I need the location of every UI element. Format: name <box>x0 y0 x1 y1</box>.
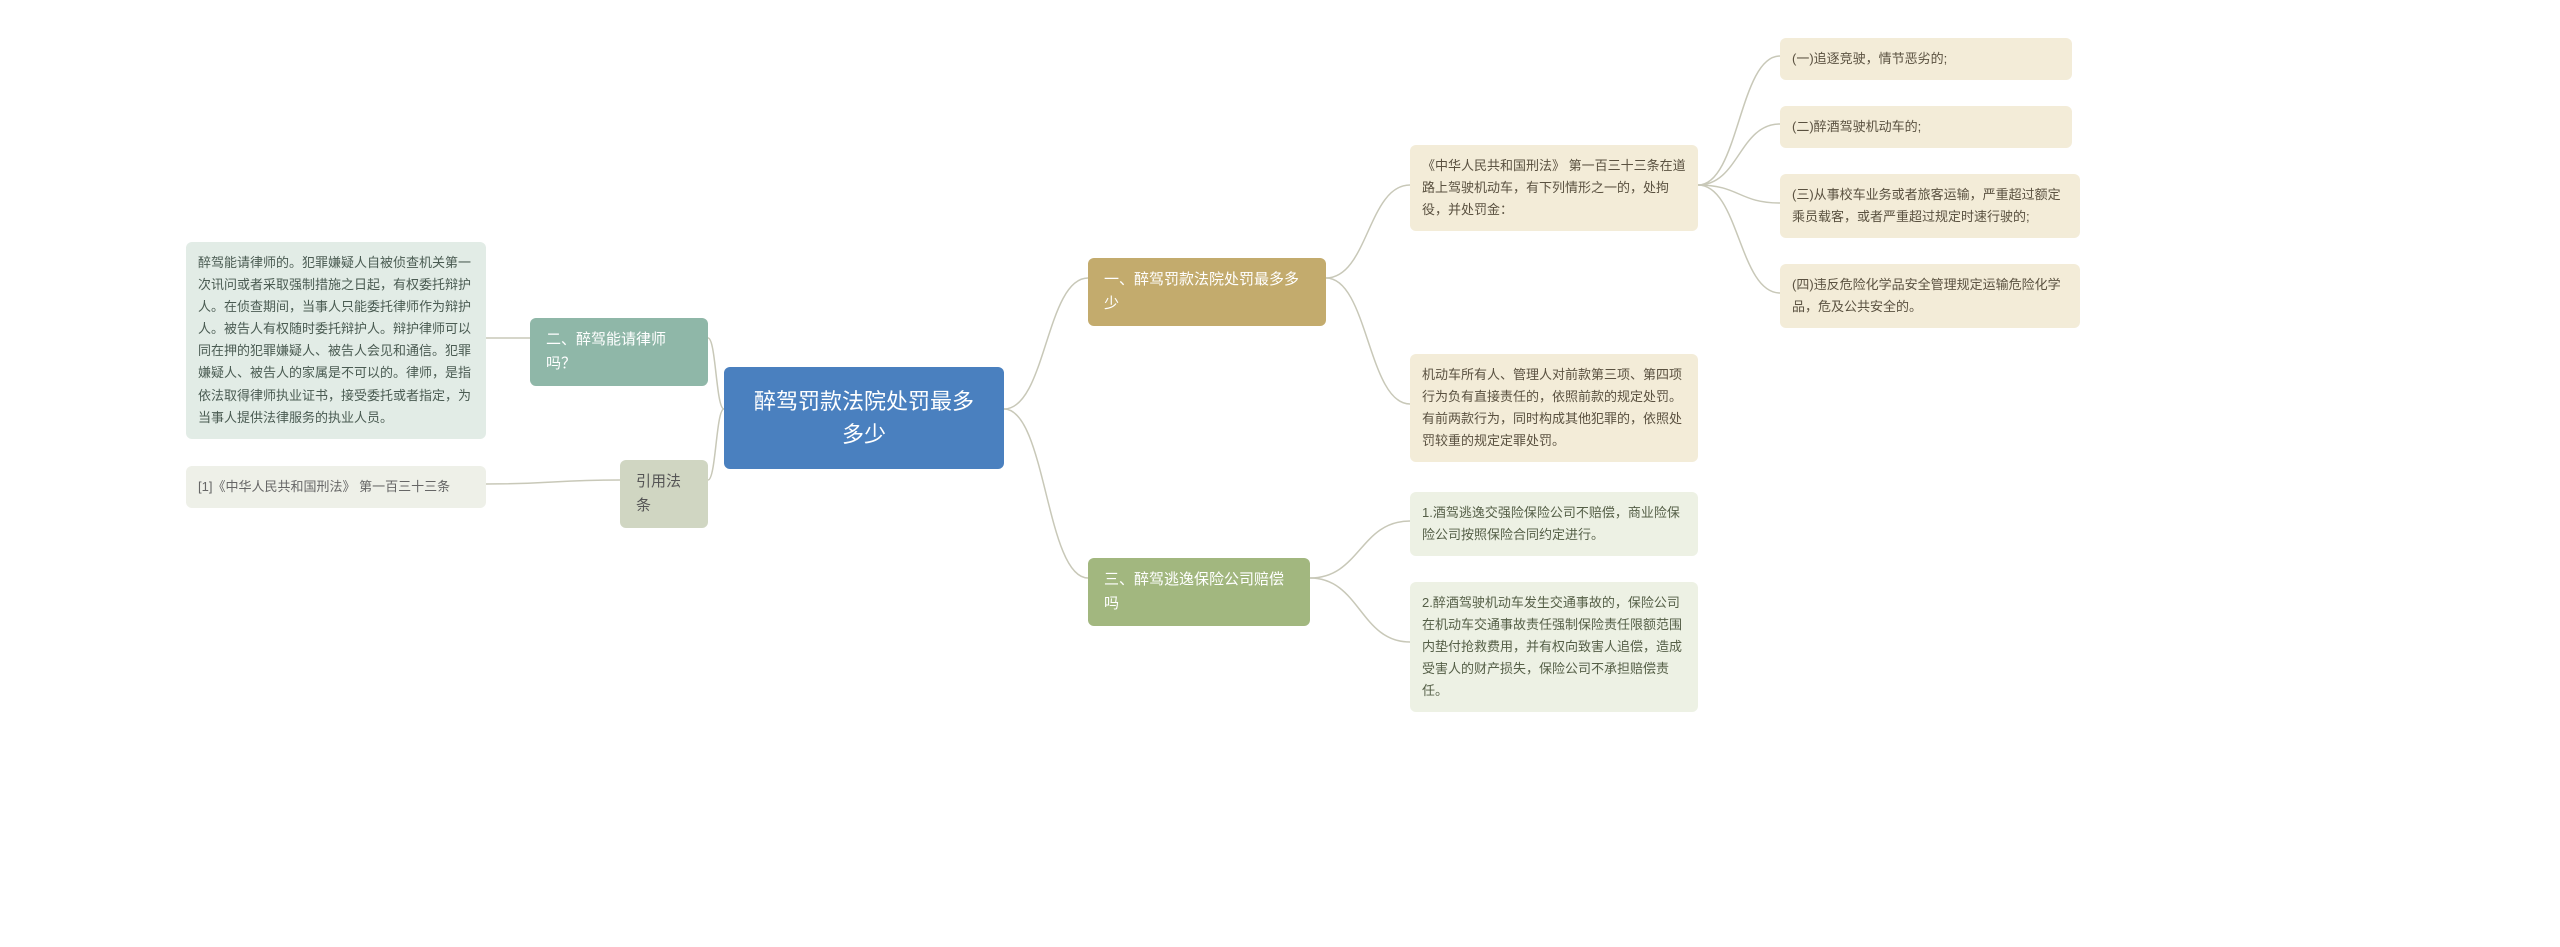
branch-b3: 二、醉驾能请律师吗？ <box>530 318 708 386</box>
branch-b2: 三、醉驾逃逸保险公司赔偿吗 <box>1088 558 1310 626</box>
leaf-b1c1c: (三)从事校车业务或者旅客运输，严重超过额定乘员载客，或者严重超过规定时速行驶的… <box>1780 174 2080 238</box>
branch-b1: 一、醉驾罚款法院处罚最多多少 <box>1088 258 1326 326</box>
leaf-b1c1b: (二)醉酒驾驶机动车的; <box>1780 106 2072 148</box>
leaf-b2c2: 2.醉酒驾驶机动车发生交通事故的，保险公司在机动车交通事故责任强制保险责任限额范… <box>1410 582 1698 712</box>
leaf-b2c1: 1.酒驾逃逸交强险保险公司不赔偿，商业险保险公司按照保险合同约定进行。 <box>1410 492 1698 556</box>
leaf-b3c1: 醉驾能请律师的。犯罪嫌疑人自被侦查机关第一次讯问或者采取强制措施之日起，有权委托… <box>186 242 486 439</box>
root-node: 醉驾罚款法院处罚最多多少 <box>724 367 1004 469</box>
leaf-b1c2: 机动车所有人、管理人对前款第三项、第四项行为负有直接责任的，依照前款的规定处罚。… <box>1410 354 1698 462</box>
leaf-b1c1d: (四)违反危险化学品安全管理规定运输危险化学品，危及公共安全的。 <box>1780 264 2080 328</box>
leaf-b1c1: 《中华人民共和国刑法》 第一百三十三条在道路上驾驶机动车，有下列情形之一的，处拘… <box>1410 145 1698 231</box>
leaf-b1c1a: (一)追逐竞驶，情节恶劣的; <box>1780 38 2072 80</box>
leaf-b4c1: [1]《中华人民共和国刑法》 第一百三十三条 <box>186 466 486 508</box>
branch-b4: 引用法条 <box>620 460 708 528</box>
